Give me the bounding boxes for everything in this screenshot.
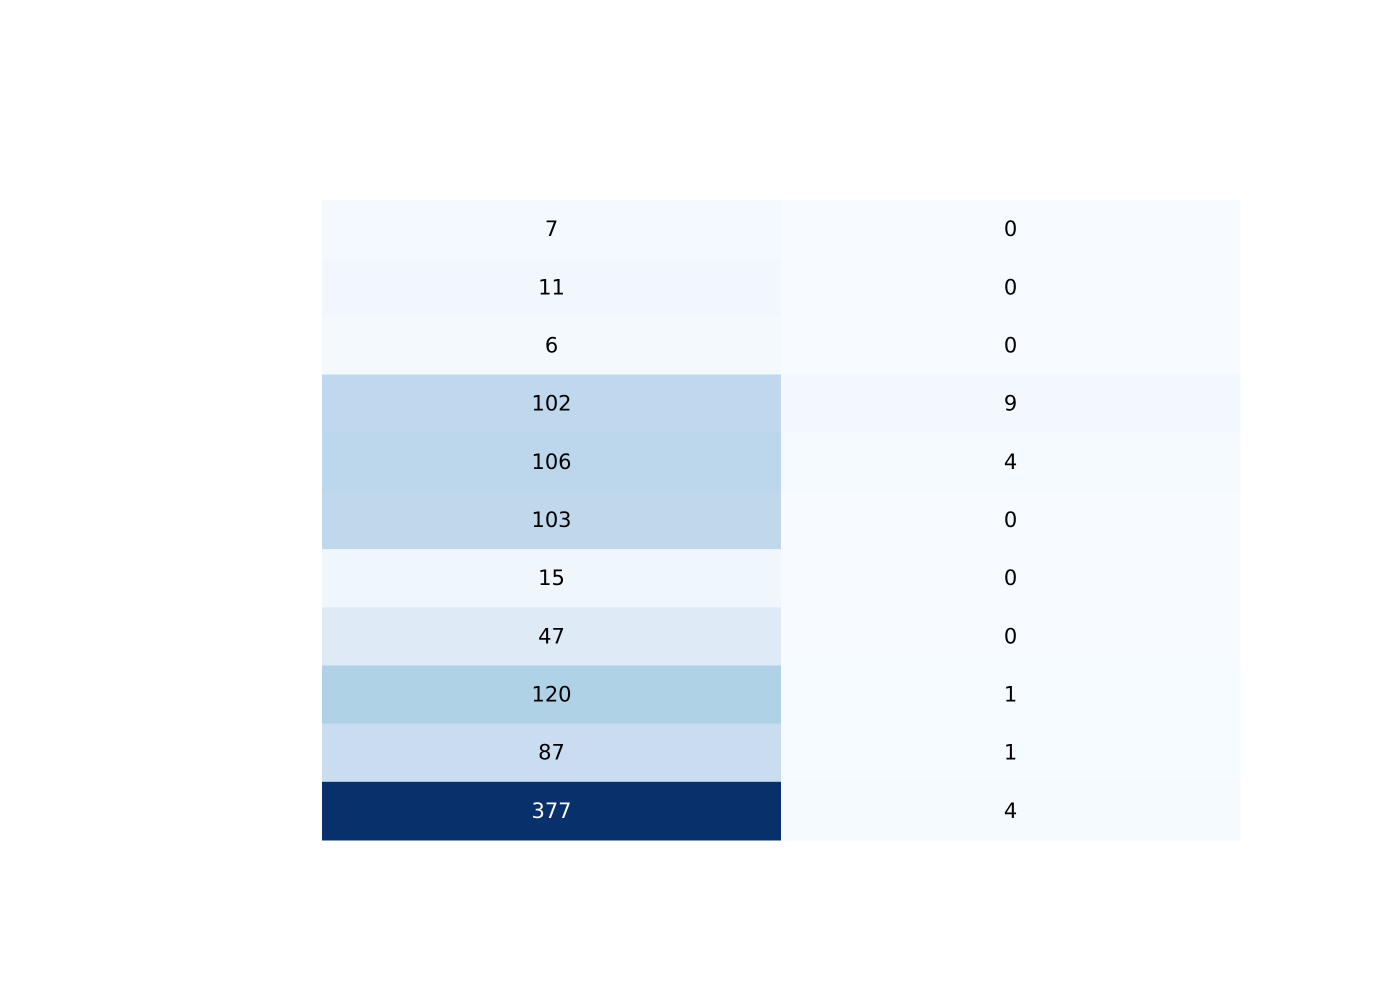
heatmap-cell-r2-c1 (781, 316, 1241, 376)
heatmap-value-r7-c0: 47 (538, 624, 565, 648)
heatmap-value-r9-c1: 1 (1004, 741, 1017, 765)
heatmap-value-r3-c1: 9 (1004, 392, 1017, 416)
heatmap-cell-r5-c0 (322, 490, 782, 550)
heatmap-cell-r8-c1 (781, 665, 1241, 725)
heatmap-cell-r10-c1 (781, 781, 1241, 841)
heatmap-cell-r7-c0 (322, 607, 782, 666)
heatmap-value-r5-c0: 103 (531, 508, 571, 532)
heatmap-value-r2-c0: 6 (545, 333, 558, 357)
heatmap-value-r9-c0: 87 (538, 741, 565, 765)
heatmap-cell-r8-c0 (322, 665, 782, 725)
heatmap-value-r1-c1: 0 (1004, 275, 1017, 299)
heatmap-value-r0-c1: 0 (1004, 217, 1017, 241)
heatmap-cell-r1-c0 (322, 258, 782, 317)
heatmap-value-r0-c0: 7 (545, 217, 558, 241)
heatmap-cell-r0-c0 (322, 200, 782, 259)
heatmap-cell-r6-c1 (781, 549, 1241, 608)
heatmap-value-r2-c1: 0 (1004, 333, 1017, 357)
heatmap-cell-r3-c1 (781, 374, 1241, 434)
heatmap-value-r10-c0: 377 (531, 799, 571, 823)
heatmap-value-labels: 7 0 11 0 6 0 102 9 106 4 103 0 15 0 47 0 120 1 87 1 377 4 (531, 217, 1017, 823)
heatmap-value-r7-c1: 0 (1004, 624, 1017, 648)
heatmap-cell-r0-c1 (781, 200, 1241, 259)
heatmap-value-r8-c1: 1 (1004, 683, 1017, 707)
heatmap-cell-r6-c0 (322, 549, 782, 608)
heatmap-cell-r9-c1 (781, 723, 1241, 783)
heatmap-cell-r7-c1 (781, 607, 1241, 666)
heatmap-cell-r4-c0 (322, 432, 782, 492)
heatmap-cell-r4-c1 (781, 432, 1241, 492)
heatmap-value-r1-c0: 11 (538, 275, 565, 299)
heatmap-cell-r1-c1 (781, 258, 1241, 317)
heatmap-cell-r9-c0 (322, 723, 782, 783)
heatmap-cell-r10-c0 (322, 781, 782, 841)
heatmap-value-r5-c1: 0 (1004, 508, 1017, 532)
heatmap-value-r6-c0: 15 (538, 566, 565, 590)
heatmap-cells (322, 200, 1241, 841)
heatmap-value-r8-c0: 120 (531, 683, 571, 707)
heatmap-cell-r3-c0 (322, 374, 782, 434)
heatmap-value-r4-c0: 106 (531, 450, 571, 474)
heatmap-value-r6-c1: 0 (1004, 566, 1017, 590)
heatmap-cell-r2-c0 (322, 316, 782, 376)
heatmap-value-r4-c1: 4 (1004, 450, 1017, 474)
heatmap-value-r3-c0: 102 (531, 392, 571, 416)
heatmap-cell-r5-c1 (781, 490, 1241, 550)
heatmap-value-r10-c1: 4 (1004, 799, 1017, 823)
